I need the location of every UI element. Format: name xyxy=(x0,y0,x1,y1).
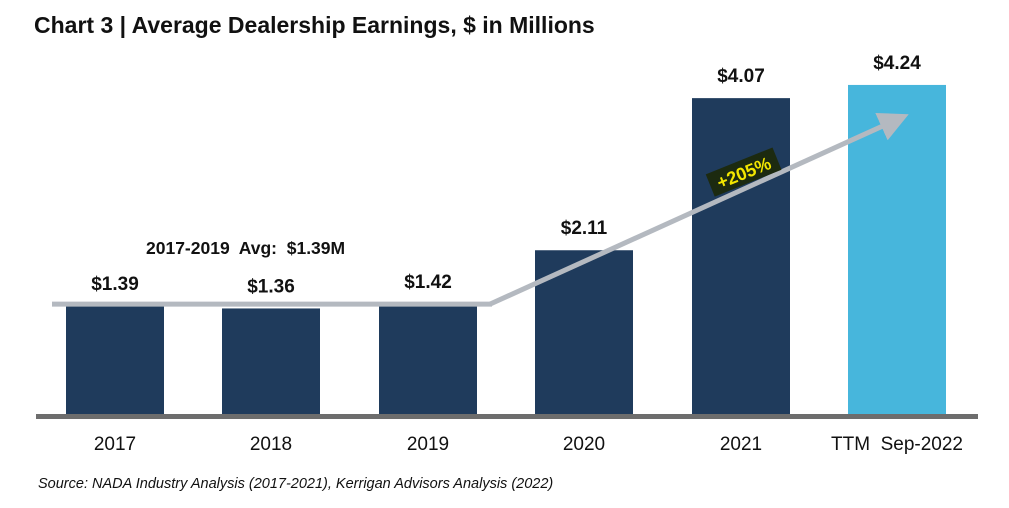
value-label: $1.39 xyxy=(91,274,139,295)
bar-2021 xyxy=(692,98,790,415)
trend-group xyxy=(52,112,909,307)
bar-2018 xyxy=(222,308,320,414)
x-tick-label: 2019 xyxy=(407,434,449,455)
growth-badge-background xyxy=(705,147,782,197)
value-label: $4.07 xyxy=(717,66,765,87)
value-label: $1.42 xyxy=(404,272,452,293)
value-labels-group: $1.39 $1.36 $1.42 $2.11 $4.07 $4.24 xyxy=(91,53,921,298)
bar-2017 xyxy=(66,306,164,414)
value-label: $1.36 xyxy=(247,276,295,297)
bars-group xyxy=(66,84,946,415)
x-tick-label: 2021 xyxy=(720,434,762,455)
value-label: $4.24 xyxy=(873,53,921,74)
bar-chart: $1.39 $1.36 $1.42$2.11$4.07$4.24 2017 2018 2… xyxy=(36,53,978,455)
x-tick-label: TTM Sep-2022 xyxy=(831,434,963,455)
x-tick-label: 2020 xyxy=(563,434,605,455)
growth-arrow xyxy=(488,112,909,307)
source-note: Source: NADA Industry Analysis (2017-202… xyxy=(38,476,554,492)
average-annotation: 2017-2019 Avg: $1.39M xyxy=(146,238,345,258)
bar-2019 xyxy=(379,303,477,414)
category-labels-group: 2017 2018 2019 2020 2021 TTM Sep-2022 xyxy=(94,434,963,455)
chart-title: Chart 3 | Average Dealership Earnings, $… xyxy=(34,12,595,38)
x-tick-label: 2018 xyxy=(250,434,292,455)
x-tick-label: 2017 xyxy=(94,434,136,455)
value-label: $2.11 xyxy=(561,218,608,239)
